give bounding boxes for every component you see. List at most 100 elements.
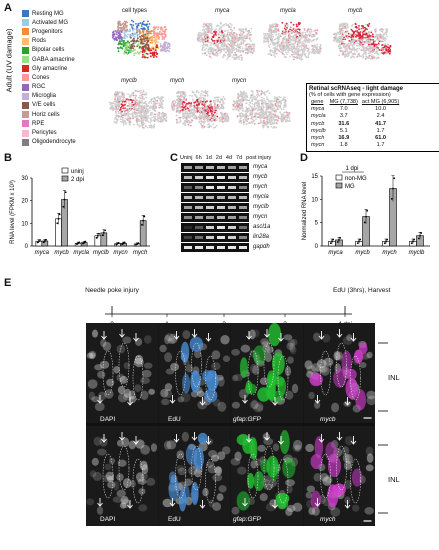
tsne-point xyxy=(114,98,116,101)
tsne-point xyxy=(273,100,276,103)
tsne-point xyxy=(289,55,291,58)
tsne-point xyxy=(369,52,372,54)
tsne-point xyxy=(149,105,152,107)
tsne-point xyxy=(205,105,207,108)
tsne-point xyxy=(279,96,282,99)
tsne-point xyxy=(202,107,205,110)
legend-label: Microglia xyxy=(32,93,57,100)
tsne-point xyxy=(131,50,133,53)
tsne-point xyxy=(304,31,307,34)
tsne-point xyxy=(223,44,225,46)
tsne-point xyxy=(154,49,157,52)
tsne-point xyxy=(220,107,222,110)
tsne-point xyxy=(346,44,349,46)
tsne-point xyxy=(245,123,248,126)
tsne-point xyxy=(245,106,248,109)
tsne-point xyxy=(126,29,128,32)
tsne-point xyxy=(269,36,271,39)
tsne-point xyxy=(233,58,235,60)
tsne-point xyxy=(144,44,147,46)
tsne-point xyxy=(358,32,360,34)
tsne-point xyxy=(131,26,133,28)
legend-label: Pericytes xyxy=(32,130,57,137)
tsne-point xyxy=(129,120,132,123)
tsne-point xyxy=(214,99,217,102)
tsne-point xyxy=(173,104,176,106)
tsne-point xyxy=(355,35,357,38)
tsne-point xyxy=(284,115,287,118)
tsne-point xyxy=(163,48,165,51)
legend-label: V/E cells xyxy=(32,102,56,109)
tsne-point xyxy=(238,36,241,39)
tsne-point xyxy=(135,52,137,55)
tsne-point xyxy=(163,26,166,29)
tsne-point xyxy=(270,104,273,107)
tsne-point xyxy=(309,32,312,34)
legend-swatch xyxy=(22,111,29,119)
tsne-point xyxy=(252,49,255,52)
tsne-point xyxy=(116,46,119,49)
tsne-point xyxy=(217,46,219,48)
tsne-point xyxy=(127,93,129,96)
tsne-point xyxy=(376,53,379,55)
tsne-point xyxy=(124,33,126,36)
tsne-point xyxy=(295,31,297,34)
tsne-point xyxy=(181,115,184,118)
tsne-point xyxy=(209,100,212,103)
tsne-point xyxy=(233,38,236,40)
tsne-point xyxy=(150,99,153,102)
tsne-point xyxy=(185,98,188,100)
tsne-point xyxy=(152,51,154,54)
tsne-point xyxy=(208,47,211,49)
tsne-point xyxy=(142,119,145,122)
tsne-point xyxy=(131,92,134,95)
tsne-point xyxy=(370,54,373,56)
tsne-point xyxy=(271,37,274,40)
tsne-point xyxy=(292,55,294,58)
tsne-point xyxy=(241,58,243,61)
tsne-point xyxy=(243,116,246,118)
tsne-point xyxy=(213,126,215,129)
tsne-point xyxy=(129,47,132,50)
tsne-point xyxy=(118,33,121,35)
tsne-point xyxy=(345,45,347,47)
tsne-point xyxy=(150,29,153,32)
tsne-point xyxy=(206,95,209,97)
tsne-point xyxy=(280,108,283,111)
tsne-point xyxy=(190,121,193,123)
tsne-point xyxy=(125,26,128,28)
tsne-point xyxy=(128,102,130,104)
tsne-point xyxy=(206,90,209,93)
tsne-point xyxy=(227,116,229,118)
tsne-point xyxy=(178,95,181,98)
tsne-point xyxy=(271,100,274,103)
tsne-point xyxy=(220,26,223,29)
tsne-point xyxy=(362,52,365,55)
tsne-point xyxy=(263,97,265,100)
tsne-point xyxy=(280,102,283,105)
tsne-point xyxy=(124,117,127,120)
tsne-point xyxy=(243,121,245,124)
tsne-point xyxy=(234,56,236,59)
tsne-point xyxy=(127,40,129,42)
tsne-point xyxy=(208,124,211,127)
tsne-point xyxy=(184,119,186,122)
tsne-point xyxy=(223,98,226,100)
tsne-point xyxy=(150,120,153,122)
tsne-point xyxy=(153,115,156,118)
tsne-point xyxy=(138,112,141,114)
tsne-point xyxy=(287,115,289,118)
tsne-point xyxy=(123,98,125,101)
tsne-point xyxy=(285,47,288,50)
tsne-point xyxy=(287,49,289,52)
tsne-point xyxy=(149,126,151,129)
tsne-point xyxy=(207,40,210,43)
tsne-point xyxy=(217,98,220,101)
tsne-point xyxy=(310,30,313,33)
tsne-point xyxy=(292,53,295,56)
tsne-point xyxy=(245,120,247,122)
tsne-point xyxy=(290,21,292,24)
tsne-point xyxy=(120,31,123,33)
tsne-point xyxy=(213,30,216,33)
tsne-point xyxy=(235,53,238,56)
